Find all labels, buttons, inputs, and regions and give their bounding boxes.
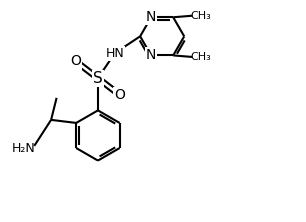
Text: CH₃: CH₃ — [190, 52, 211, 62]
Text: N: N — [146, 48, 156, 62]
Text: CH₃: CH₃ — [190, 11, 211, 21]
Text: S: S — [93, 71, 103, 86]
Text: O: O — [70, 54, 81, 68]
Text: O: O — [114, 88, 125, 102]
Text: HN: HN — [105, 47, 124, 60]
Text: N: N — [146, 10, 156, 24]
Text: H₂N: H₂N — [12, 142, 35, 155]
